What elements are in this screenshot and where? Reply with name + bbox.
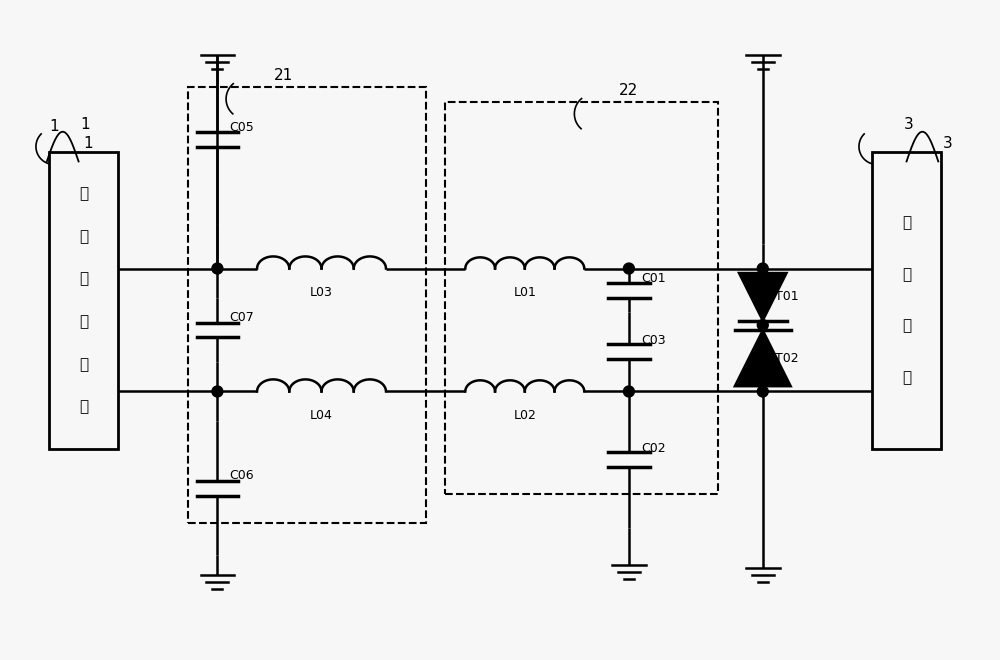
Text: 音: 音 bbox=[79, 271, 88, 286]
Bar bbox=[445, 102, 718, 494]
Text: C03: C03 bbox=[641, 334, 665, 347]
Circle shape bbox=[212, 386, 223, 397]
Text: L03: L03 bbox=[310, 286, 333, 300]
Text: L01: L01 bbox=[513, 286, 536, 300]
Text: T02: T02 bbox=[775, 352, 798, 365]
Text: 口: 口 bbox=[79, 399, 88, 414]
Circle shape bbox=[623, 386, 634, 397]
Circle shape bbox=[212, 263, 223, 274]
Text: 备: 备 bbox=[902, 370, 911, 385]
Text: 1: 1 bbox=[49, 119, 59, 134]
Text: 频: 频 bbox=[902, 267, 911, 282]
Text: T01: T01 bbox=[775, 290, 798, 304]
Circle shape bbox=[757, 263, 768, 274]
Text: C05: C05 bbox=[229, 121, 254, 134]
Text: 1: 1 bbox=[81, 117, 90, 132]
Text: L04: L04 bbox=[310, 409, 333, 422]
Text: 3: 3 bbox=[943, 136, 953, 151]
Text: 接: 接 bbox=[79, 356, 88, 372]
Circle shape bbox=[757, 319, 768, 331]
Text: 22: 22 bbox=[619, 82, 638, 98]
Polygon shape bbox=[739, 273, 787, 321]
Circle shape bbox=[757, 386, 768, 397]
Text: 音: 音 bbox=[902, 215, 911, 230]
Text: 带: 带 bbox=[79, 229, 88, 244]
Circle shape bbox=[623, 263, 634, 274]
Text: 设: 设 bbox=[902, 319, 911, 333]
Text: C06: C06 bbox=[229, 469, 254, 482]
Bar bbox=[49, 152, 118, 449]
Text: 1: 1 bbox=[84, 136, 93, 151]
Text: 3: 3 bbox=[904, 117, 913, 132]
Text: C02: C02 bbox=[641, 442, 665, 455]
Text: 基: 基 bbox=[79, 186, 88, 201]
Text: 频: 频 bbox=[79, 314, 88, 329]
Polygon shape bbox=[735, 331, 791, 386]
Bar bbox=[872, 152, 941, 449]
Text: C01: C01 bbox=[641, 273, 665, 285]
Text: L02: L02 bbox=[513, 409, 536, 422]
Text: 21: 21 bbox=[274, 68, 293, 82]
Text: C07: C07 bbox=[229, 311, 254, 324]
Bar bbox=[188, 87, 426, 523]
